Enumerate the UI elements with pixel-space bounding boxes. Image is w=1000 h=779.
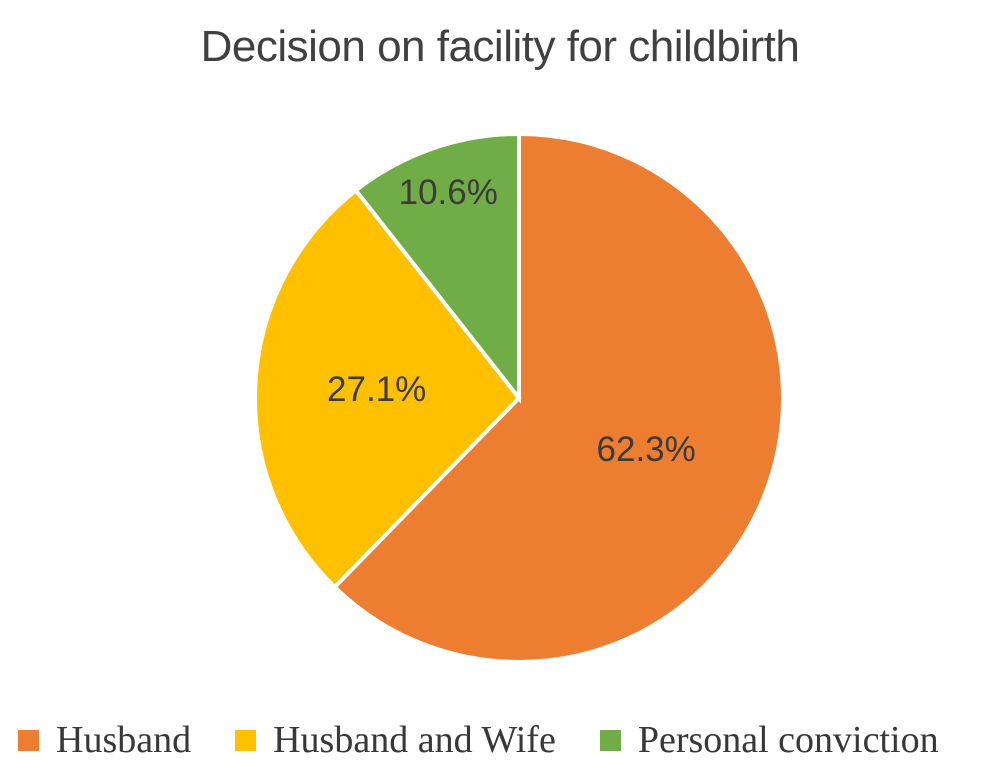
legend-item-personal-conviction: Personal conviction — [599, 719, 939, 762]
legend-swatch-husband — [18, 730, 39, 752]
chart-title: Decision on facility for childbirth — [200, 22, 800, 71]
data-label-husband: 62.3% — [596, 429, 696, 469]
legend-swatch-husband-and-wife — [235, 730, 257, 752]
legend-item-husband-and-wife: Husband and Wife — [235, 719, 556, 762]
legend-swatch-personal-conviction — [599, 730, 621, 752]
pie-slice-personal-conviction — [353, 131, 521, 404]
pie-slice-husband — [331, 131, 785, 664]
legend: Husband Husband and Wife Personal convic… — [18, 719, 993, 762]
legend-item-husband: Husband — [18, 719, 192, 762]
pie-slice-husband-and-wife — [253, 187, 522, 590]
legend-label-personal-conviction: Personal conviction — [637, 719, 939, 761]
legend-label-husband-and-wife: Husband and Wife — [273, 719, 556, 761]
legend-label-husband: Husband — [56, 719, 192, 761]
data-label-husband-and-wife: 27.1% — [327, 370, 427, 410]
data-label-personal-conviction: 10.6% — [398, 173, 498, 213]
